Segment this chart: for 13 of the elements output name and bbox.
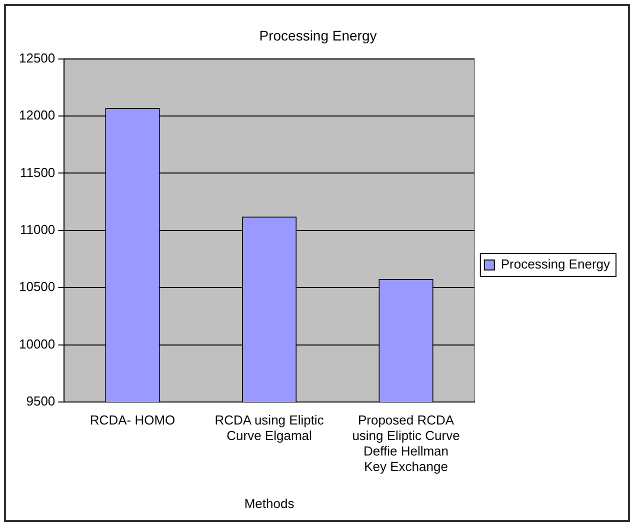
y-tick-label: 11500: [20, 164, 56, 180]
legend-label: Processing Energy: [500, 256, 610, 272]
y-tick-label: 9500: [26, 394, 56, 409]
y-tick-label: 10500: [18, 279, 56, 294]
y-tick-label: 12000: [18, 108, 56, 123]
x-axis-title: Methods: [244, 496, 295, 511]
x-tick-label: RCDA using Eliptic Curve Elgamal: [214, 412, 324, 443]
chart-title: Processing Energy: [259, 27, 377, 44]
x-tick-label: RCDA- HOMO: [90, 412, 176, 428]
x-tick-label: Proposed RCDA using Eliptic Curve Deffie Hellman Key Exchange: [352, 412, 460, 474]
y-tick-label: 11000: [20, 222, 56, 237]
y-tick-label: 12500: [18, 50, 56, 66]
y-tick-label: 10000: [18, 336, 56, 352]
